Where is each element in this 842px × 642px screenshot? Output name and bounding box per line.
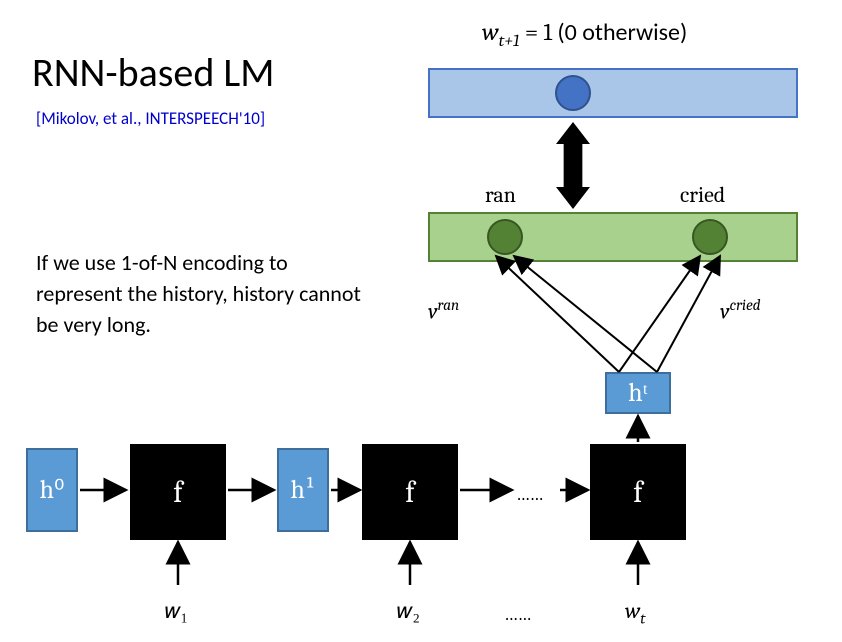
state-h0: h⁰ [26, 448, 78, 532]
vocab-bar [428, 212, 798, 262]
rnn-cell-t: f [590, 444, 686, 540]
output-bar [428, 68, 798, 118]
vocab-node-ran [487, 219, 523, 255]
label-v-cried: vcried [720, 296, 761, 324]
body-paragraph: If we use 1-of-N encoding to represent t… [36, 248, 366, 340]
rnn-cell-2: f [362, 444, 458, 540]
label-cried: cried [680, 182, 725, 208]
label-w1: 𝑤₁ [165, 598, 188, 624]
equation-target: wt+1 = 1 (0 otherwise) [482, 18, 687, 51]
label-ran: ran [485, 182, 516, 208]
output-node-circle [555, 75, 591, 111]
label-wt: wt [625, 598, 646, 627]
citation-text: [Mikolov, et al., INTERSPEECH'10] [36, 108, 265, 129]
state-h1: h¹ [277, 448, 329, 532]
dots-mid: …… [516, 484, 543, 505]
label-w2: 𝑤₂ [397, 598, 420, 624]
state-ht: hᵗ [605, 372, 671, 414]
dots-bottom: …… [504, 604, 531, 625]
label-v-ran: vran [428, 296, 459, 324]
rnn-cell-1: f [130, 444, 226, 540]
page-title: RNN-based LM [32, 48, 274, 97]
vocab-node-cried [692, 219, 728, 255]
